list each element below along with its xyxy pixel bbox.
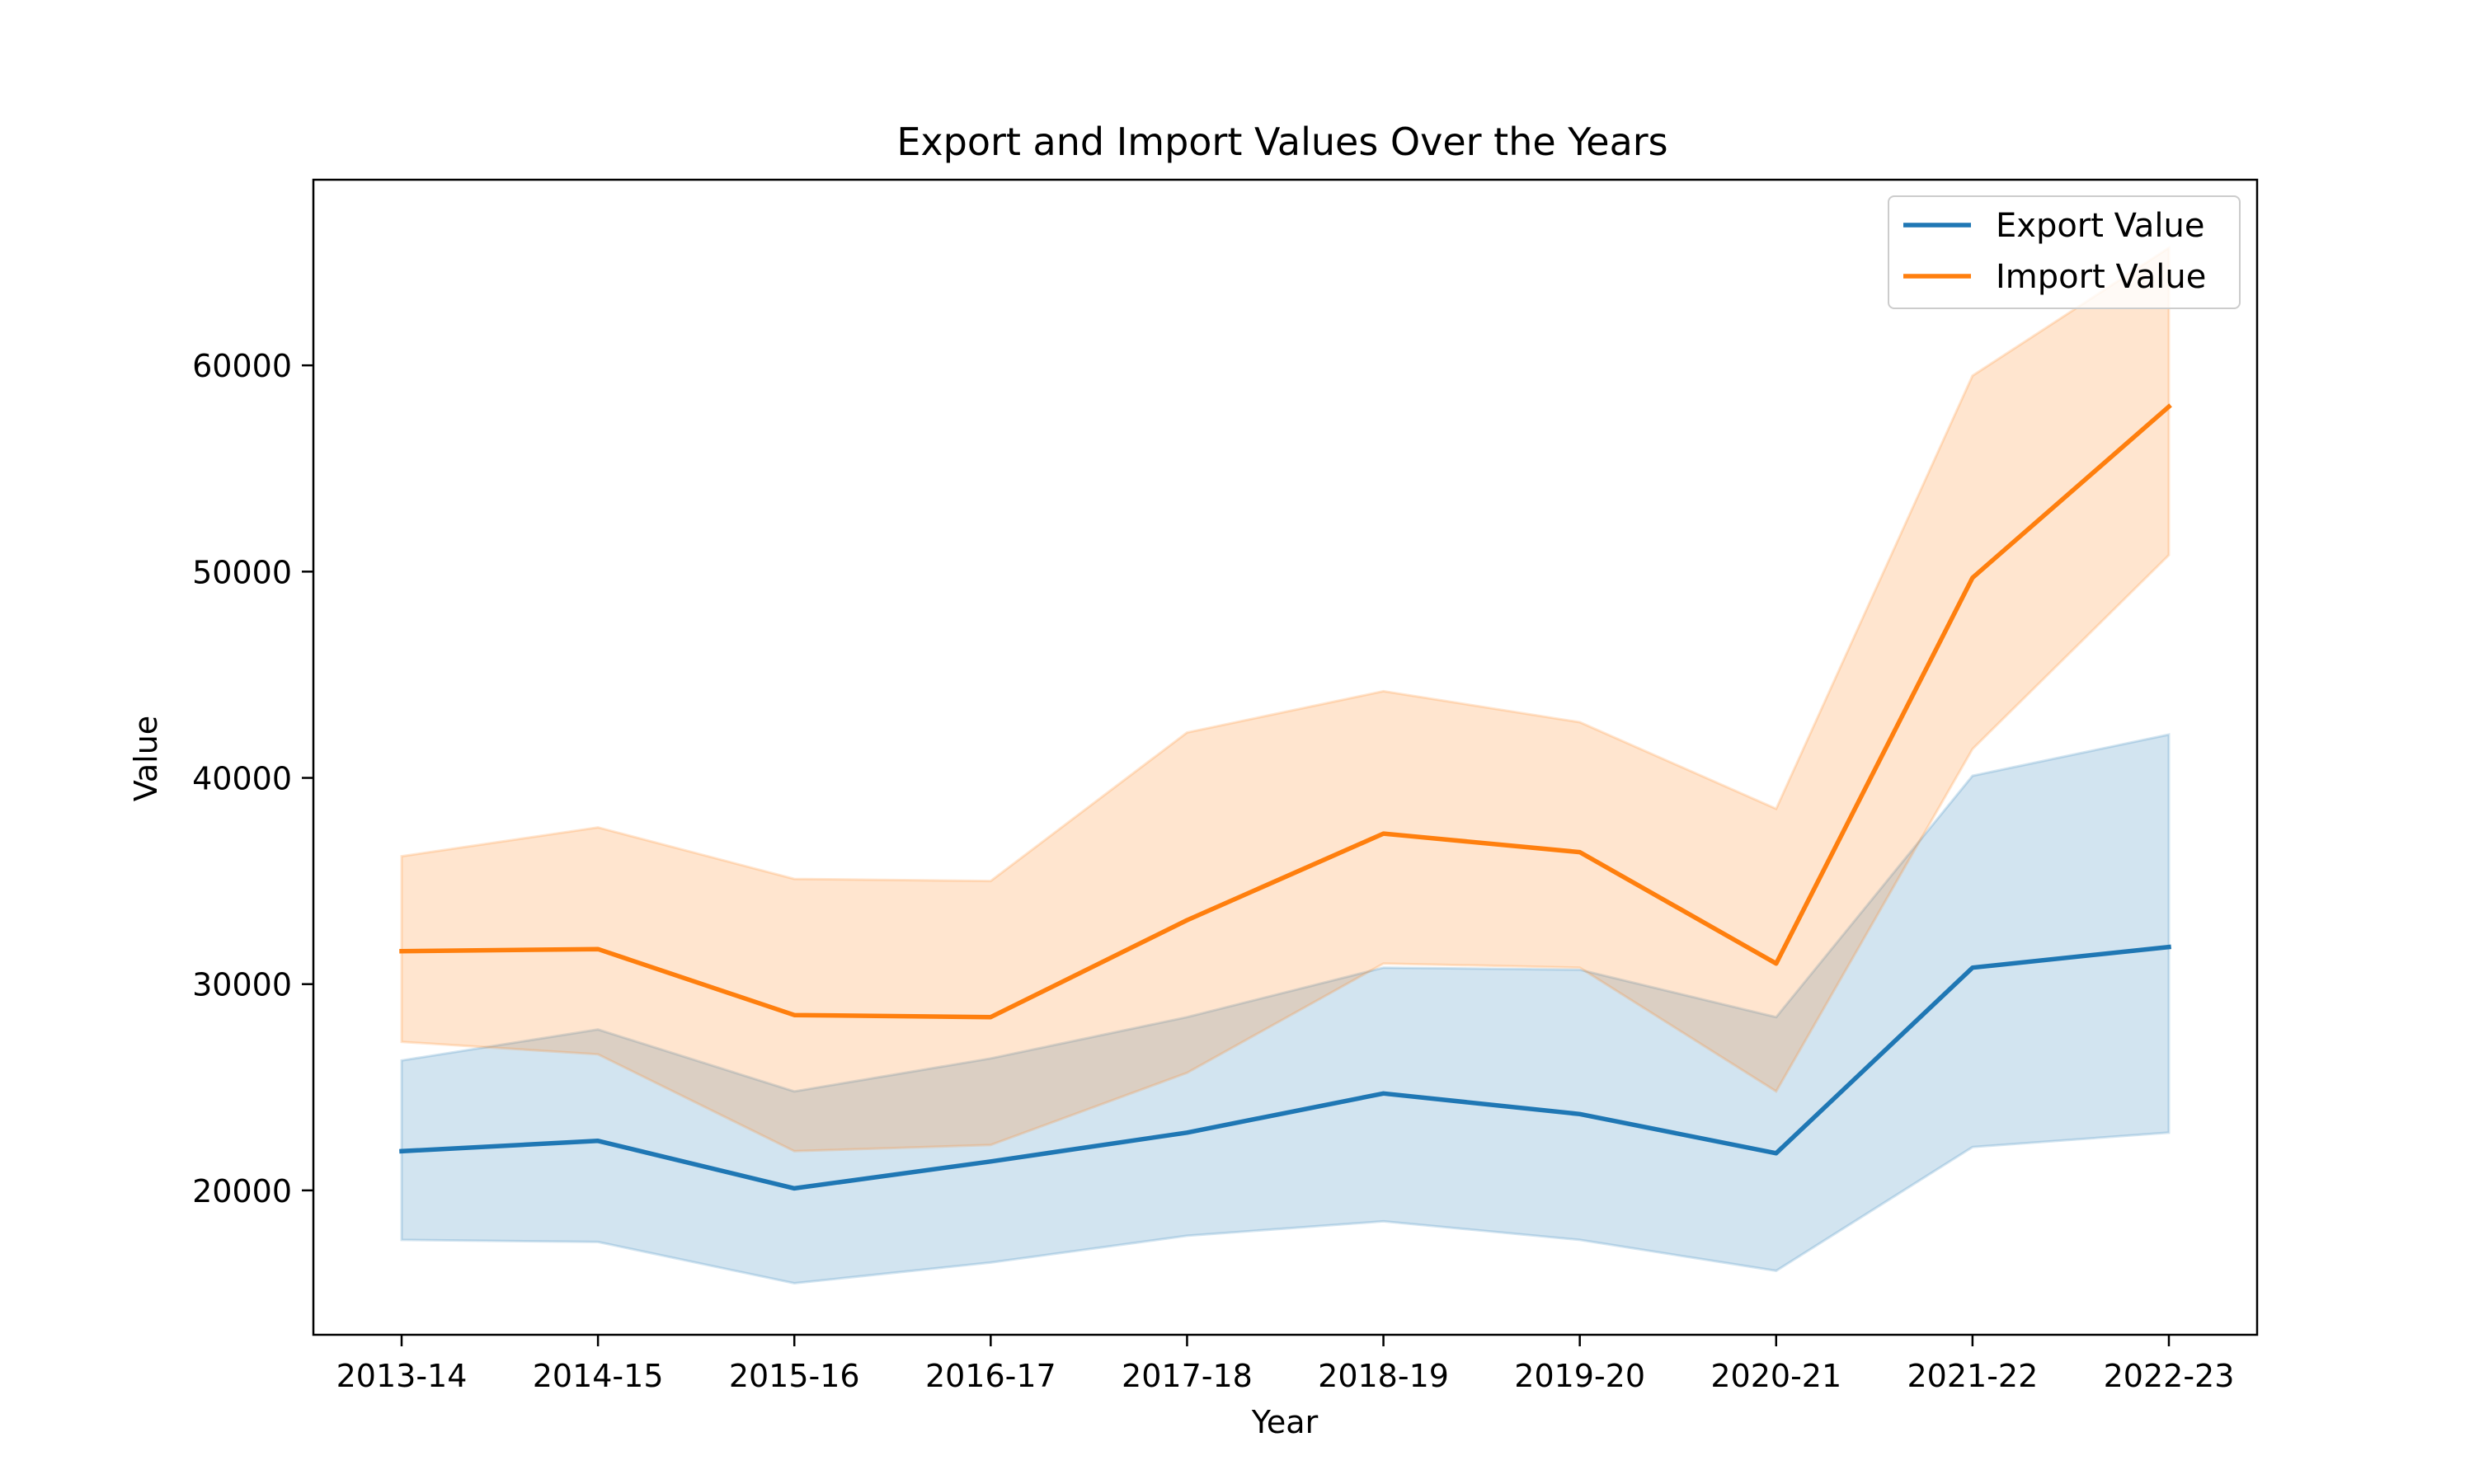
import-value-band bbox=[400, 245, 2171, 1153]
x-tick-label: 2015-16 bbox=[729, 1358, 860, 1394]
confidence-bands bbox=[400, 245, 2171, 1285]
y-tick-label: 60000 bbox=[192, 348, 292, 384]
x-tick-label: 2022-23 bbox=[2104, 1358, 2235, 1394]
x-tick-label: 2018-19 bbox=[1318, 1358, 1449, 1394]
x-tick-label: 2016-17 bbox=[925, 1358, 1056, 1394]
y-tick-label: 30000 bbox=[192, 967, 292, 1003]
x-axis-label: Year bbox=[1251, 1404, 1319, 1440]
export-value-band bbox=[400, 733, 2171, 1285]
y-tick-label: 20000 bbox=[192, 1173, 292, 1209]
x-tick-label: 2021-22 bbox=[1907, 1358, 2038, 1394]
export-value-line bbox=[399, 944, 2172, 1191]
legend-box bbox=[1888, 195, 2241, 309]
y-axis: 20000 30000 40000 50000 60000 bbox=[192, 348, 313, 1209]
x-axis: 2013-14 2014-15 2015-16 2016-17 2017-18 2018-… bbox=[336, 1335, 2235, 1394]
y-axis-label: Value bbox=[128, 716, 164, 801]
import-value-line bbox=[399, 403, 2172, 1020]
x-tick-label: 2017-18 bbox=[1122, 1358, 1253, 1394]
plot-frame bbox=[312, 178, 2259, 1336]
y-tick-label: 50000 bbox=[192, 554, 292, 590]
x-tick-label: 2019-20 bbox=[1514, 1358, 1645, 1394]
series-lines bbox=[399, 403, 2172, 1191]
chart-title: Export and Import Values Over the Years bbox=[896, 120, 1667, 164]
x-tick-label: 2013-14 bbox=[336, 1358, 468, 1394]
y-tick-label: 40000 bbox=[192, 761, 292, 797]
x-tick-label: 2020-21 bbox=[1710, 1358, 1841, 1394]
x-tick-label: 2014-15 bbox=[533, 1358, 664, 1394]
legend-label: Import Value bbox=[1996, 258, 2206, 296]
legend: Export Value Import Value bbox=[1888, 195, 2241, 309]
legend-label: Export Value bbox=[1996, 207, 2205, 245]
